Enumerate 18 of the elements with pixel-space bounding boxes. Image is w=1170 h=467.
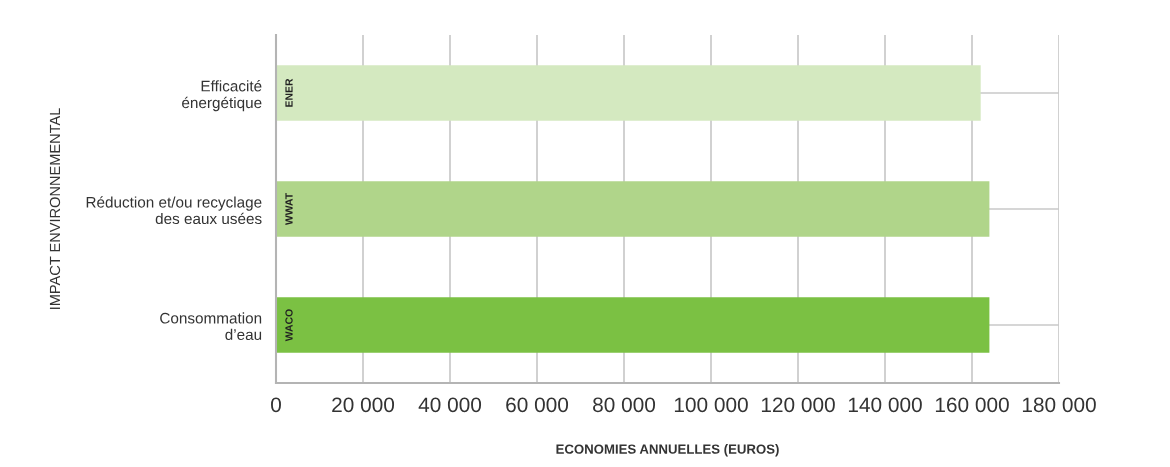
x-tick-label: 180 000 <box>1022 397 1096 413</box>
x-tick-label: 100 000 <box>674 397 748 413</box>
x-tick-label: 0 <box>271 397 281 413</box>
x-tick-label: 60 000 <box>506 397 569 413</box>
y-axis-title: IMPACT ENVIRONNEMENTAL <box>49 108 61 309</box>
x-tick-label: 120 000 <box>761 397 835 413</box>
y-tick-label: Réduction et/ou recyclage des eaux usées <box>86 196 262 225</box>
annotation: WACO <box>285 309 293 342</box>
x-axis-title: ECONOMIES ANNUELLES (EUROS) <box>556 444 779 457</box>
x-tick-label: 160 000 <box>935 397 1009 413</box>
y-tick-label: Efficacité énergétique <box>182 80 262 112</box>
annotation: ENER <box>285 78 293 107</box>
annotation: WWAT <box>285 193 293 226</box>
x-tick-label: 80 000 <box>593 397 656 413</box>
x-tick-label: 20 000 <box>332 397 395 413</box>
x-tick-label: 140 000 <box>848 397 922 413</box>
y-tick-label: Consommation d’eau <box>160 312 262 341</box>
x-tick-label: 40 000 <box>418 397 482 413</box>
